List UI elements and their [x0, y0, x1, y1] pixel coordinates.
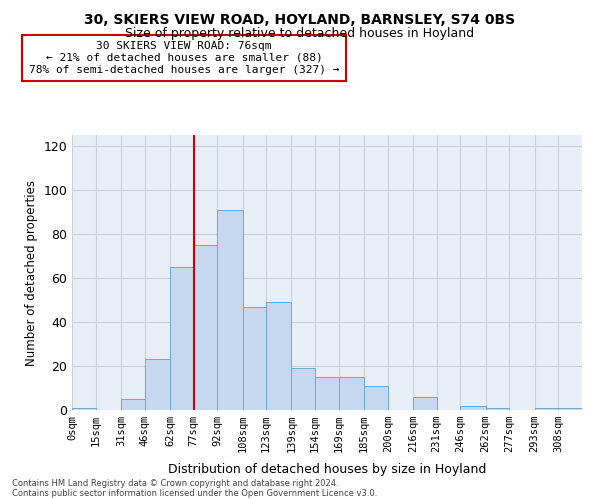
Bar: [413, 397, 437, 410]
Bar: [242, 306, 266, 410]
Bar: [339, 377, 364, 410]
Bar: [535, 408, 559, 410]
Bar: [121, 399, 145, 410]
Bar: [460, 406, 485, 410]
Text: Contains public sector information licensed under the Open Government Licence v3: Contains public sector information licen…: [12, 488, 377, 498]
Text: 30 SKIERS VIEW ROAD: 76sqm
← 21% of detached houses are smaller (88)
78% of semi: 30 SKIERS VIEW ROAD: 76sqm ← 21% of deta…: [29, 42, 340, 74]
Bar: [170, 267, 194, 410]
Bar: [217, 210, 242, 410]
Y-axis label: Number of detached properties: Number of detached properties: [25, 180, 38, 366]
Bar: [559, 408, 582, 410]
Bar: [145, 360, 170, 410]
Text: 30, SKIERS VIEW ROAD, HOYLAND, BARNSLEY, S74 0BS: 30, SKIERS VIEW ROAD, HOYLAND, BARNSLEY,…: [85, 12, 515, 26]
Bar: [292, 368, 315, 410]
Bar: [485, 408, 509, 410]
Bar: [364, 386, 388, 410]
X-axis label: Distribution of detached houses by size in Hoyland: Distribution of detached houses by size …: [168, 464, 486, 476]
Bar: [266, 302, 292, 410]
Bar: [194, 245, 217, 410]
Text: Size of property relative to detached houses in Hoyland: Size of property relative to detached ho…: [125, 28, 475, 40]
Text: Contains HM Land Registry data © Crown copyright and database right 2024.: Contains HM Land Registry data © Crown c…: [12, 478, 338, 488]
Bar: [315, 377, 339, 410]
Bar: [72, 408, 95, 410]
